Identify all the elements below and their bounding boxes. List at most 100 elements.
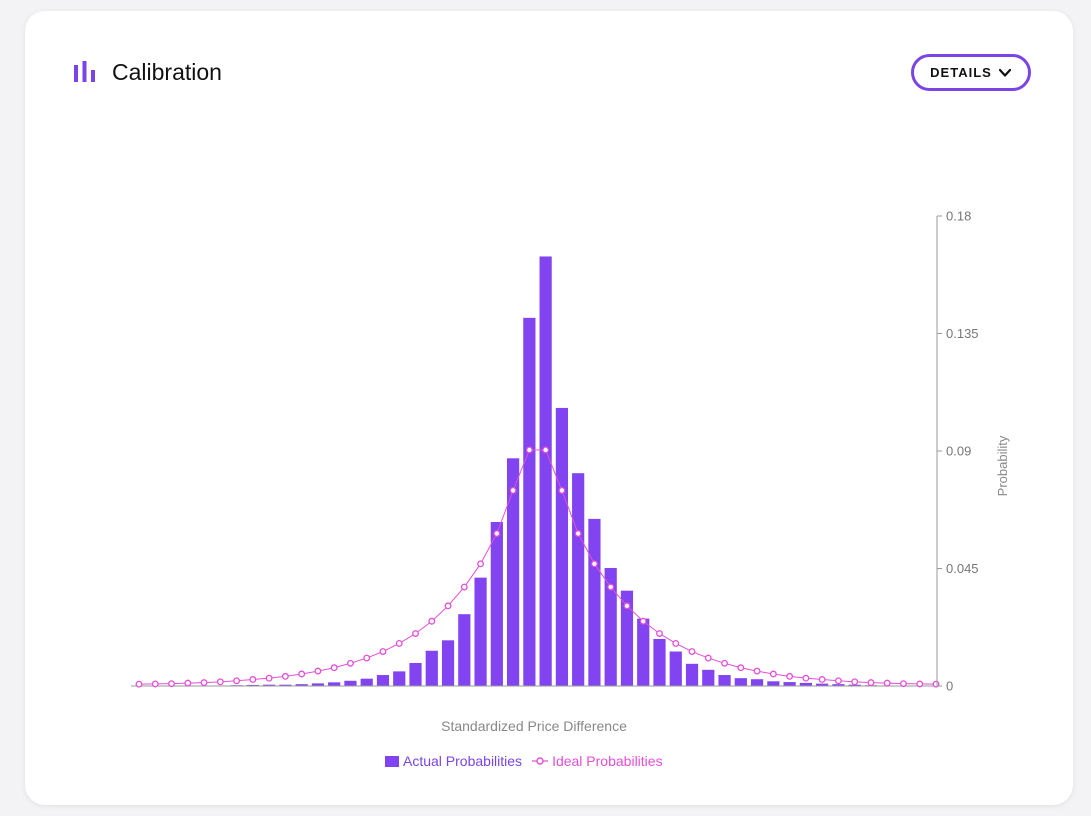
legend-label-ideal: Ideal Probabilities [552,753,663,769]
actual-bar [344,680,357,686]
ideal-point [151,680,159,688]
actual-bar [409,663,422,686]
ideal-point [412,630,419,637]
ideal-point [363,654,371,662]
ideal-point [786,672,794,680]
ideal-point [525,446,533,454]
ideal-point [428,617,436,625]
ideal-point [395,639,403,647]
ideal-point [656,630,663,637]
actual-bar [669,651,682,686]
actual-bar [816,683,829,686]
actual-bar [490,522,503,686]
ideal-point [168,680,175,688]
actual-bar [539,256,552,686]
ideal-point [883,679,891,687]
actual-bar [620,590,634,686]
page-title: Calibration [112,59,222,85]
actual-bar [246,684,259,686]
ideal-point [590,560,598,568]
actual-bar [376,675,390,686]
x-axis-label: Standardized Price Difference [441,718,627,734]
actual-bar [263,684,276,686]
actual-bar [458,614,471,686]
ideal-point [298,670,306,678]
ideal-point [737,664,745,672]
chevron-down-icon [998,68,1011,77]
ideal-point [265,674,273,682]
actual-bar [441,640,455,686]
ideal-point [379,648,387,655]
actual-bar [328,682,341,686]
y-tick-label: 0.09 [946,444,971,459]
legend-label-actual: Actual Probabilities [403,753,523,769]
ideal-point [184,679,192,687]
actual-bar [588,518,601,686]
actual-bar [474,577,487,686]
actual-bar [653,639,666,686]
y-tick-label: 0 [946,679,953,694]
ideal-point [818,676,826,683]
y-tick-label: 0.18 [946,209,971,224]
legend-swatch-ideal [532,757,549,765]
ideal-point [477,560,485,568]
actual-bar [572,473,585,686]
ideal-point [330,664,338,672]
ideal-point [249,676,257,683]
ideal-point [200,679,208,687]
legend-item-ideal[interactable]: Ideal Probabilities [532,753,663,769]
y-tick-label: 0.045 [946,561,979,576]
ideal-point [639,617,647,625]
ideal-point [135,680,143,688]
y-axis-label: Probability [995,435,1010,496]
ideal-point [623,602,631,610]
actual-bar [604,567,617,686]
legend-swatch-actual [385,755,399,767]
ideal-point [721,659,728,667]
actual-bar [393,671,406,686]
ideal-point [542,446,550,454]
actual-bar [848,684,861,686]
actual-bar [295,684,308,686]
ideal-point [216,678,224,686]
ideal-point [834,677,842,685]
actual-bar [832,684,845,686]
ideal-point [493,530,501,537]
actual-bar [685,663,699,686]
actual-bar [507,458,520,686]
ideal-point [460,583,468,591]
ideal-point [281,672,289,680]
ideal-point [558,486,566,494]
ideal-point [672,639,680,647]
ideal-point [574,530,582,537]
actual-bar [734,678,747,686]
actual-bar [311,683,325,686]
ideal-line [138,449,937,685]
actual-bar [555,407,568,686]
actual-bar [425,650,438,686]
actual-bar [799,682,812,686]
ideal-point [769,670,777,678]
legend-item-actual[interactable]: Actual Probabilities [385,753,522,769]
actual-bar [783,682,796,686]
bar-chart-icon [74,61,95,82]
actual-bar [279,684,292,686]
ideal-point [802,674,810,682]
ideal-point [233,677,241,685]
ideal-point [900,680,907,688]
actual-bar [750,679,764,686]
details-button-label: DETAILS [930,65,992,80]
y-tick-label: 0.135 [946,326,979,341]
actual-bar [360,678,373,686]
ideal-point [851,678,859,686]
ideal-point [916,680,924,688]
details-button[interactable]: DETAILS [911,54,1031,91]
ideal-point [444,602,452,610]
ideal-point [753,667,761,675]
actual-bar [718,675,731,686]
actual-bar [767,681,780,686]
actual-bar [702,669,715,686]
ideal-point [347,659,354,667]
actual-bar [523,317,536,686]
ideal-point [688,648,696,655]
